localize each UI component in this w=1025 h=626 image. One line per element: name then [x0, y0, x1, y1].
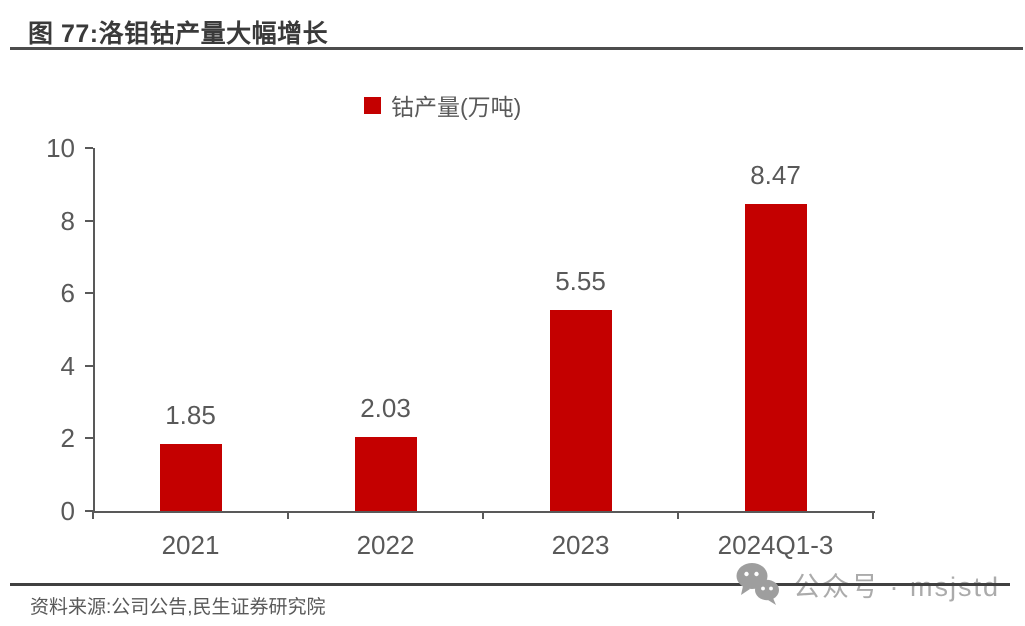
x-axis-category-label-2023: 2023: [551, 530, 610, 560]
bar-2024Q1-3: [744, 203, 807, 511]
watermark-separator: ·: [889, 571, 901, 602]
bar-value-label-2022: 2.03: [360, 393, 411, 424]
y-axis-tick-label: 10: [46, 133, 75, 163]
legend-swatch: [364, 96, 381, 114]
source-note: 资料来源:公司公告,民生证券研究院: [30, 597, 326, 618]
y-axis-tick-label: 6: [60, 278, 75, 309]
wechat-icon: [736, 563, 779, 605]
y-axis-tick: [85, 147, 93, 149]
x-axis-line: [93, 511, 875, 513]
chart-legend: 钴产量(万吨): [364, 88, 521, 122]
y-axis-tick: [85, 219, 93, 222]
watermark: 公众号 · msjstd: [735, 560, 1000, 608]
y-axis-tick-label: 8: [60, 205, 75, 236]
watermark-label: 公众号: [793, 571, 880, 602]
bar-value-label-2021: 1.85: [165, 399, 216, 430]
bar-value-label-2023: 5.55: [555, 265, 606, 296]
y-axis-tick-label: 4: [60, 350, 75, 381]
legend-label: 钴产量(万吨): [391, 94, 522, 120]
x-axis-tick: [287, 511, 289, 519]
bar-2023: [549, 309, 612, 511]
x-axis-tick: [482, 511, 484, 519]
watermark-handle: msjstd: [910, 571, 1001, 602]
title-underline: [10, 47, 1023, 50]
x-axis-tick: [92, 511, 94, 519]
source-divider-line: [10, 583, 1010, 586]
figure-title: 图 77:洛钼钴产量大幅增长: [28, 20, 329, 48]
watermark-text: 公众号 · msjstd: [793, 565, 1000, 604]
x-axis-category-label-2021: 2021: [161, 530, 220, 560]
bar-2021: [159, 443, 222, 511]
y-axis-tick: [85, 364, 93, 367]
x-axis-category-label-2024Q1-3: 2024Q1-3: [717, 530, 834, 560]
x-axis-tick: [872, 511, 874, 519]
x-axis-tick: [677, 511, 679, 519]
y-axis-tick: [85, 510, 93, 512]
y-axis-tick-label: 2: [60, 423, 75, 454]
y-axis-line: [93, 148, 95, 513]
bar-value-label-2024Q1-3: 8.47: [750, 159, 801, 190]
y-axis-tick: [85, 437, 93, 440]
bar-2022: [354, 437, 417, 511]
x-axis-category-label-2022: 2022: [356, 530, 415, 560]
y-axis-tick-label: 0: [60, 496, 75, 526]
y-axis-tick: [85, 292, 93, 295]
